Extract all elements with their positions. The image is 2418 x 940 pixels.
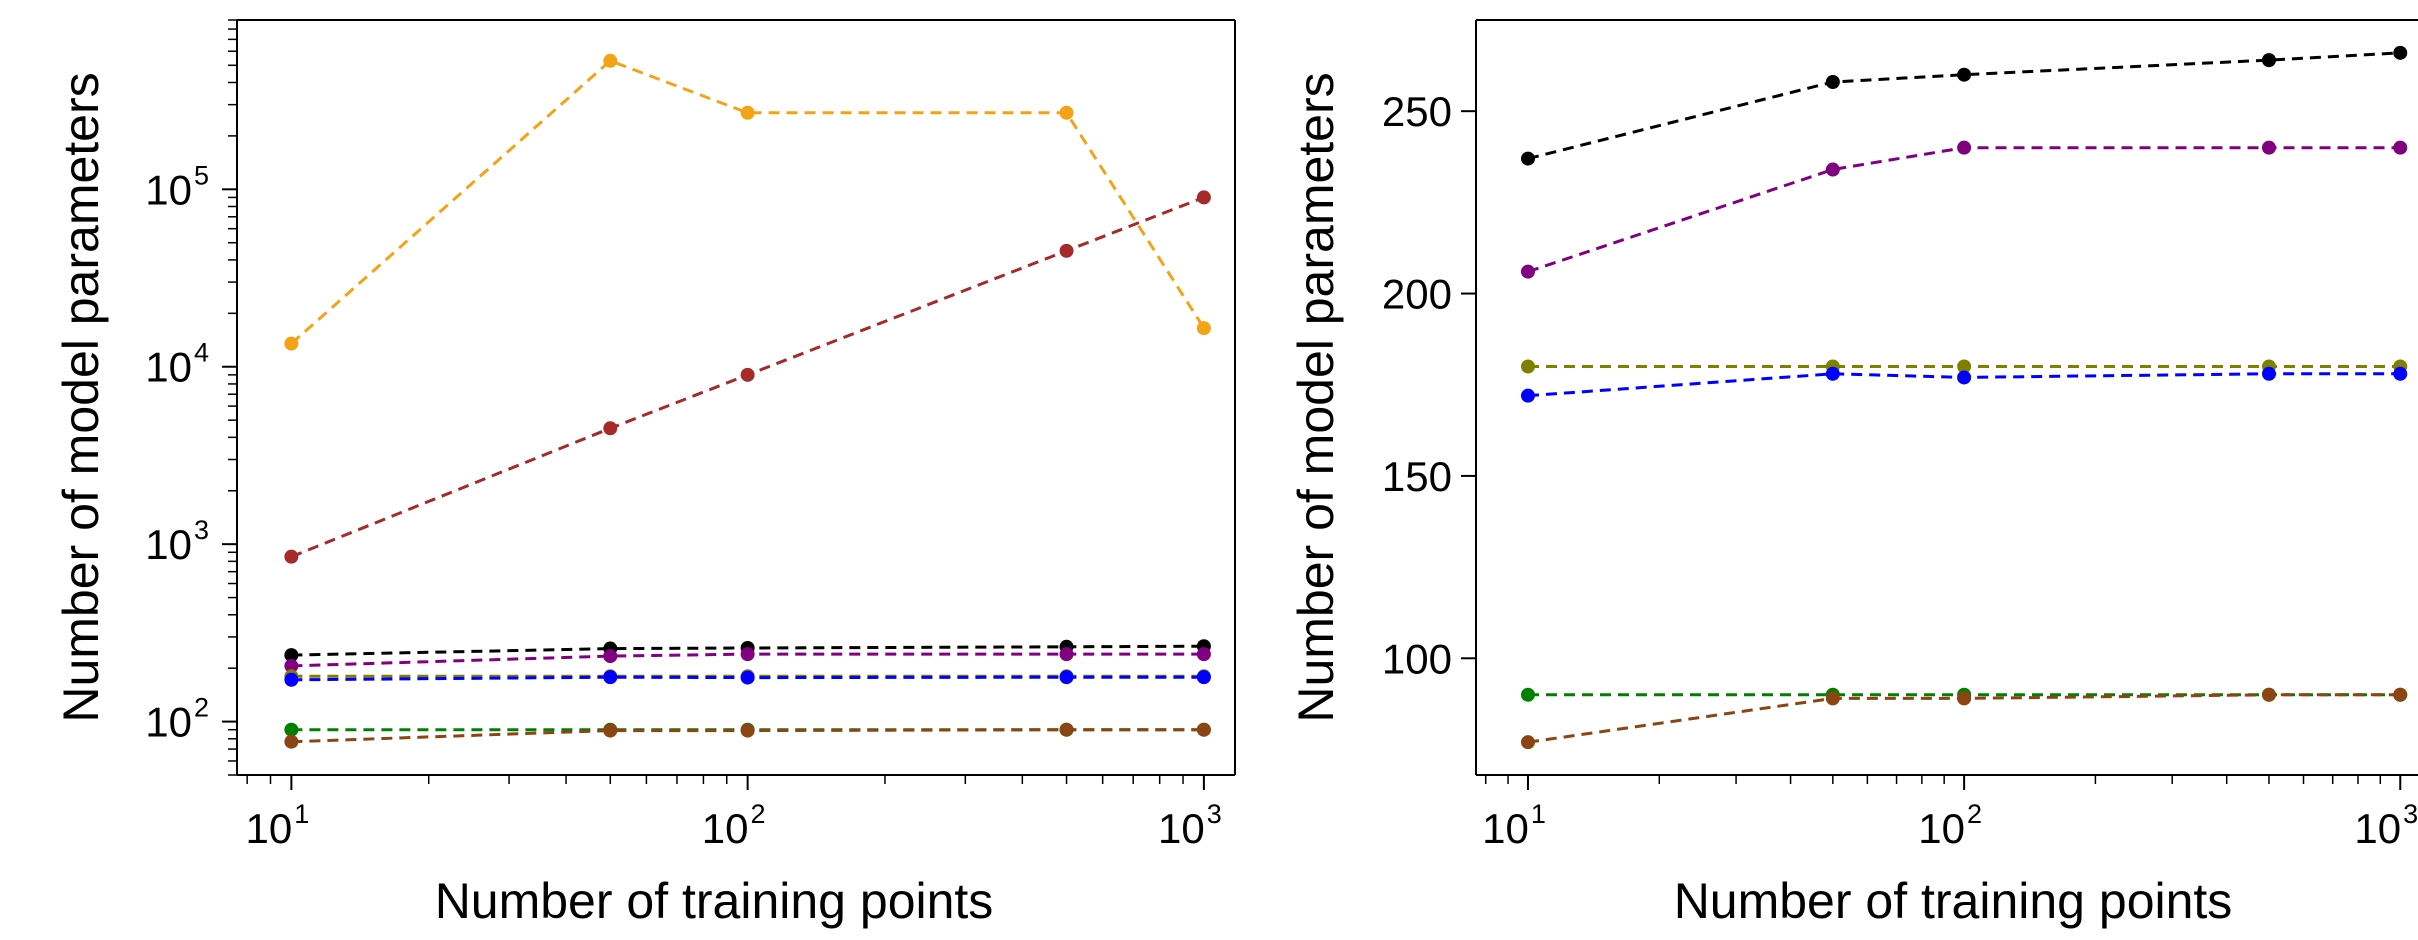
data-point	[1520, 151, 1535, 166]
data-point	[284, 672, 299, 687]
data-point	[740, 367, 755, 382]
data-point	[603, 723, 618, 738]
data-point	[740, 723, 755, 738]
data-point	[2261, 687, 2276, 702]
x-tick-label: 102	[702, 799, 766, 852]
data-point	[603, 649, 618, 664]
series-line	[1527, 146, 2401, 274]
series-line	[290, 59, 1206, 345]
data-point	[603, 421, 618, 436]
data-point	[1520, 687, 1535, 702]
data-point	[284, 658, 299, 673]
data-point	[1520, 264, 1535, 279]
y-tick-label: 250	[1382, 88, 1452, 135]
x-tick-label: 101	[1482, 799, 1546, 852]
axes-frame	[236, 19, 1236, 776]
y-tick-label: 105	[145, 160, 209, 213]
data-point	[1957, 67, 1972, 82]
y-ticks: 102 103 104 105	[145, 19, 237, 776]
series-3	[284, 647, 1211, 673]
data-point	[2393, 366, 2408, 381]
y-tick-label: 150	[1382, 453, 1452, 500]
series-1	[284, 190, 1211, 564]
series-3	[1520, 366, 2408, 403]
data-point	[603, 53, 618, 68]
series-0	[1520, 45, 2408, 166]
x-ticks: 101 102 103	[1482, 775, 2418, 852]
data-point	[284, 549, 299, 564]
data-point	[284, 734, 299, 749]
data-point	[603, 670, 618, 685]
x-tick-label: 103	[2354, 799, 2418, 852]
series-group	[284, 53, 1211, 749]
data-point	[740, 647, 755, 662]
data-point	[284, 336, 299, 351]
series-0	[284, 53, 1211, 351]
x-tick-label: 103	[1158, 799, 1222, 852]
series-5	[1520, 687, 2408, 750]
data-point	[1825, 691, 1840, 706]
series-line	[1527, 51, 2401, 161]
data-point	[2261, 140, 2276, 155]
data-point	[1196, 722, 1211, 737]
series-1	[1520, 140, 2408, 279]
data-point	[1825, 366, 1840, 381]
y-ticks: 100 150 200 250	[1382, 88, 1476, 682]
data-point	[1059, 105, 1074, 120]
data-point	[284, 722, 299, 737]
data-point	[1520, 735, 1535, 750]
y-axis-label: Number of model parameters	[53, 72, 109, 722]
data-point	[1196, 670, 1211, 685]
y-tick-label: 103	[145, 515, 209, 568]
x-tick-label: 101	[246, 799, 310, 852]
axes-frame	[1475, 19, 2418, 776]
data-point	[1059, 647, 1074, 662]
data-point	[1957, 140, 1972, 155]
data-point	[1196, 190, 1211, 205]
y-tick-label: 102	[145, 693, 209, 746]
data-point	[1059, 243, 1074, 258]
data-point	[1196, 647, 1211, 662]
series-7	[284, 722, 1211, 749]
data-point	[1825, 162, 1840, 177]
x-tick-label: 102	[1918, 799, 1982, 852]
data-point	[1520, 388, 1535, 403]
x-axis-label: Number of training points	[1674, 873, 2233, 929]
data-point	[1825, 75, 1840, 90]
data-point	[1957, 691, 1972, 706]
data-point	[2393, 45, 2408, 60]
data-point	[2393, 687, 2408, 702]
data-point	[1059, 670, 1074, 685]
x-ticks: 101 102 103	[246, 775, 1222, 852]
data-point	[740, 105, 755, 120]
data-point	[2261, 53, 2276, 68]
y-tick-label: 200	[1382, 271, 1452, 318]
right-panel-log-linear: 101 102 103 100 150 200 250 Number of training …	[1288, 19, 2418, 929]
left-panel-log-log: 101 102 103 102 103 104 105 Number of training …	[53, 19, 1236, 929]
series-5	[284, 670, 1211, 687]
y-axis-label: Number of model parameters	[1288, 72, 1344, 722]
data-point	[1520, 359, 1535, 374]
data-point	[1957, 370, 1972, 385]
data-point	[1957, 359, 1972, 374]
data-point	[1059, 722, 1074, 737]
data-point	[1196, 321, 1211, 336]
data-point	[2393, 140, 2408, 155]
series-group	[1520, 45, 2408, 750]
y-tick-label: 104	[145, 338, 209, 391]
data-point	[2261, 366, 2276, 381]
y-tick-label: 100	[1382, 635, 1452, 682]
data-point	[284, 648, 299, 663]
x-axis-label: Number of training points	[435, 873, 994, 929]
data-point	[740, 670, 755, 685]
